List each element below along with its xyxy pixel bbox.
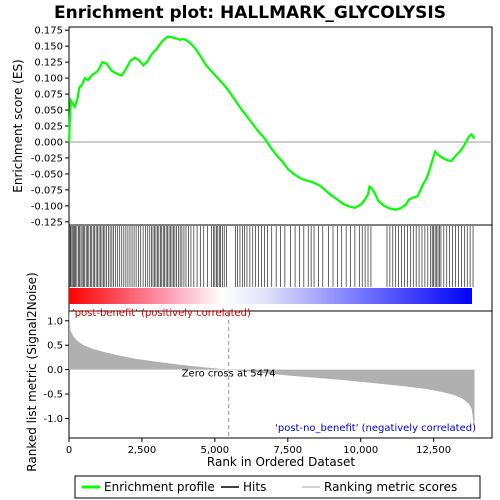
es-y-tick-label: -0.100 (31, 201, 63, 212)
es-y-tick-label: 0.050 (34, 106, 63, 117)
metric-y-tick-label: -1.0 (43, 414, 63, 425)
chart-title: Enrichment plot: HALLMARK_GLYCOLYSIS (54, 3, 446, 23)
es-y-tick-label: 0.125 (34, 58, 63, 69)
x-axis-label: Rank in Ordered Dataset (207, 455, 355, 469)
es-y-tick-label: 0.150 (34, 42, 63, 53)
negative-correlation-label: 'post-no_benefit' (negatively correlated… (275, 423, 476, 434)
es-y-tick-label: 0.025 (34, 122, 63, 133)
x-tick-label: 12,500 (416, 445, 451, 456)
es-y-axis-label: Enrichment score (ES) (11, 59, 25, 192)
x-tick-label: 0 (66, 445, 72, 456)
es-y-axis: -0.125 -0.100 -0.075 -0.050 -0.025 0.000 0.025… (31, 26, 69, 228)
rank-color-bar (69, 288, 472, 304)
metric-y-axis-label: Ranked list metric (Signal2Noise) (25, 272, 39, 471)
x-axis: 0 2,500 5,000 7,500 10,000 12,500 (66, 438, 451, 456)
hits-marks (68, 226, 474, 287)
es-y-tick-label: 0.175 (34, 26, 63, 37)
metric-y-tick-label: 0.5 (47, 341, 63, 352)
metric-y-axis: -1.0 -0.5 0.0 0.5 1.0 (43, 316, 69, 425)
legend-box (74, 475, 481, 499)
es-y-tick-label: 0.100 (34, 74, 63, 85)
es-y-tick-label: -0.050 (31, 169, 63, 180)
metric-y-tick-label: 1.0 (47, 316, 63, 327)
es-y-tick-label: 0.075 (34, 90, 63, 101)
legend: Enrichment profile Hits Ranking metric sco… (82, 480, 457, 494)
x-tick-label: 2,500 (128, 445, 157, 456)
es-y-tick-label: -0.125 (31, 217, 63, 228)
x-tick-label: 10,000 (343, 445, 378, 456)
legend-label: Hits (243, 480, 266, 494)
es-panel-frame (68, 26, 493, 226)
x-tick-label: 5,000 (201, 445, 230, 456)
metric-area (69, 308, 475, 431)
zero-cross-label: Zero cross at 5474 (182, 369, 276, 380)
es-y-tick-label: 0.000 (34, 137, 63, 148)
metric-fill (69, 308, 475, 431)
es-profile-line (67, 35, 476, 211)
legend-label: Ranking metric scores (324, 480, 457, 494)
metric-y-tick-label: -0.5 (43, 390, 63, 401)
legend-label: Enrichment profile (104, 480, 215, 494)
positive-correlation-label: 'post-benefit' (positively correlated) (72, 308, 251, 319)
es-y-tick-label: -0.075 (31, 185, 63, 196)
metric-y-tick-label: 0.0 (47, 365, 63, 376)
x-tick-label: 7,500 (273, 445, 302, 456)
es-y-tick-label: -0.025 (31, 153, 63, 164)
es-profile (67, 35, 476, 211)
